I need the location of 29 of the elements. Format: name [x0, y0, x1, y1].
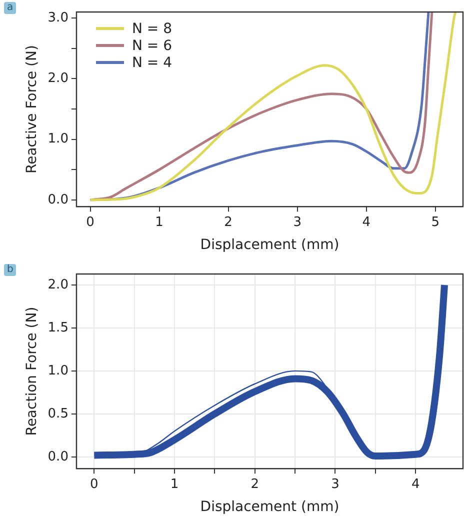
y-tick-label: 1.0	[48, 363, 68, 378]
legend-label: N = 6	[132, 38, 172, 54]
text: b	[4, 264, 16, 276]
x-tick-label: 2	[250, 476, 260, 492]
y-tick-label: 0.5	[48, 406, 68, 422]
x-axis-title: Displacement (mm)	[200, 499, 340, 516]
x-tick-label: 0	[86, 214, 94, 230]
y-tick-label: 1.5	[48, 320, 68, 336]
x-tick-label: 0	[90, 476, 98, 492]
y-tick-label: 1.0	[48, 132, 68, 147]
y-tick-label: 3.0	[48, 10, 68, 26]
y-axis-title: Reactive Force (N)	[24, 45, 40, 174]
x-tick-label: 1	[155, 214, 164, 230]
y-tick-label: 0.0	[48, 192, 68, 208]
x-axis-title: Displacement (mm)	[200, 237, 340, 254]
y-tick-label: 2.0	[48, 277, 68, 292]
x-tick-label: 4	[362, 214, 371, 230]
x-tick-label: 2	[224, 214, 232, 230]
legend-label: N = 4	[132, 54, 172, 70]
x-tick-label: 4	[411, 476, 420, 492]
x-tick-label: 1	[170, 476, 179, 492]
x-tick-label: 3	[331, 476, 340, 492]
x-tick-label: 5	[431, 214, 440, 230]
legend-label: N = 8	[132, 20, 172, 36]
text: a	[4, 2, 16, 14]
y-axis-title: Reaction Force (N)	[24, 306, 40, 436]
y-tick-label: 2.0	[48, 71, 68, 86]
y-tick-label: 0.0	[48, 449, 68, 464]
x-tick-label: 3	[293, 214, 302, 230]
